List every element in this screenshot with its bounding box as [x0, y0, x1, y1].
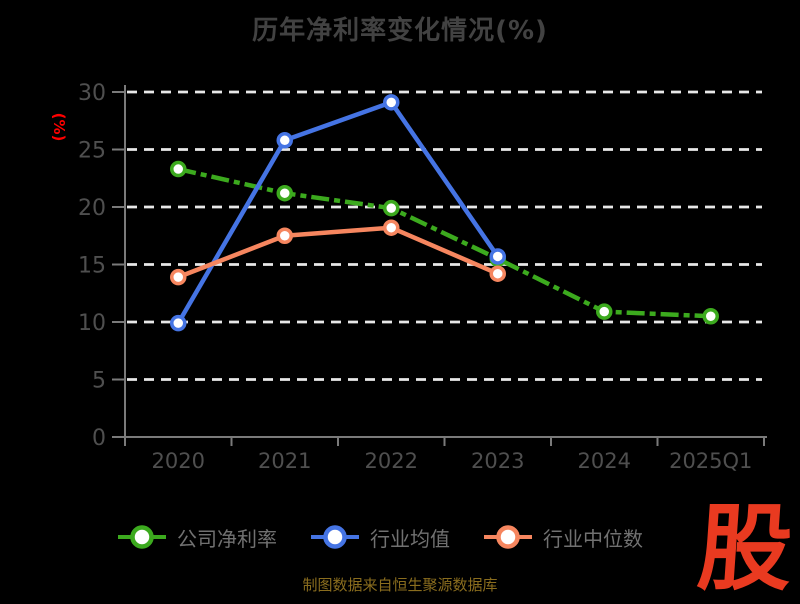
y-tick-label: 30	[78, 81, 106, 106]
line-marker-icon	[118, 525, 166, 549]
axes: 0 5 10 15 20 25 30 2020 2021 2022 2023 2024 2025Q1	[78, 81, 767, 473]
data-point-marker[interactable]	[276, 132, 293, 149]
y-tick-label: 10	[78, 311, 106, 336]
series-line	[177, 225, 499, 280]
y-tick-label: 0	[92, 426, 106, 451]
x-tick-label: 2022	[365, 449, 418, 473]
legend-item-company-net-margin[interactable]: 公司净利率	[116, 522, 277, 552]
data-point-marker[interactable]	[596, 303, 613, 320]
x-tick-label: 2024	[578, 449, 631, 473]
data-point-marker[interactable]	[489, 248, 506, 265]
x-tick-label: 2023	[471, 449, 524, 473]
data-point-marker[interactable]	[702, 308, 719, 325]
legend-label: 行业中位数	[543, 526, 643, 551]
legend-label: 公司净利率	[177, 526, 277, 551]
series-line	[176, 100, 500, 325]
data-point-marker[interactable]	[489, 265, 506, 282]
legend-label: 行业均值	[370, 526, 450, 551]
x-tick-label: 2025Q1	[669, 449, 752, 473]
data-point-marker[interactable]	[276, 227, 293, 244]
y-tick-label: 20	[78, 196, 106, 221]
y-tick-label: 5	[92, 369, 106, 394]
data-source-note: 制图数据来自恒生聚源数据库	[302, 576, 498, 594]
legend-item-industry-average[interactable]: 行业均值	[309, 522, 450, 552]
data-point-marker[interactable]	[170, 314, 187, 332]
chart-legend: 公司净利率 行业均值 行业中位数	[116, 519, 643, 555]
y-tick-label: 25	[78, 139, 106, 164]
data-point-marker[interactable]	[383, 94, 400, 111]
data-point-marker[interactable]	[276, 184, 293, 202]
legend-item-industry-median[interactable]: 行业中位数	[482, 522, 643, 552]
x-tick-label: 2020	[152, 449, 205, 473]
line-marker-icon	[484, 525, 532, 549]
series-0	[170, 160, 719, 325]
gridlines	[127, 90, 762, 381]
x-tick-label: 2021	[258, 449, 311, 473]
series-1	[170, 94, 506, 332]
data-point-marker[interactable]	[383, 219, 400, 236]
chart-canvas: 0 5 10 15 20 25 30 2020 2021 2022 2023 2024 2025Q1	[78, 81, 767, 473]
data-point-marker[interactable]	[383, 199, 400, 217]
data-point-marker[interactable]	[170, 160, 187, 178]
data-point-marker[interactable]	[170, 268, 187, 286]
series-line	[177, 166, 711, 319]
series-2	[170, 219, 506, 286]
chart-title: 历年净利率变化情况(%)	[252, 16, 548, 46]
y-tick-label: 15	[78, 254, 106, 279]
stock-site-logo: 股	[694, 495, 796, 604]
line-marker-icon	[311, 525, 359, 549]
